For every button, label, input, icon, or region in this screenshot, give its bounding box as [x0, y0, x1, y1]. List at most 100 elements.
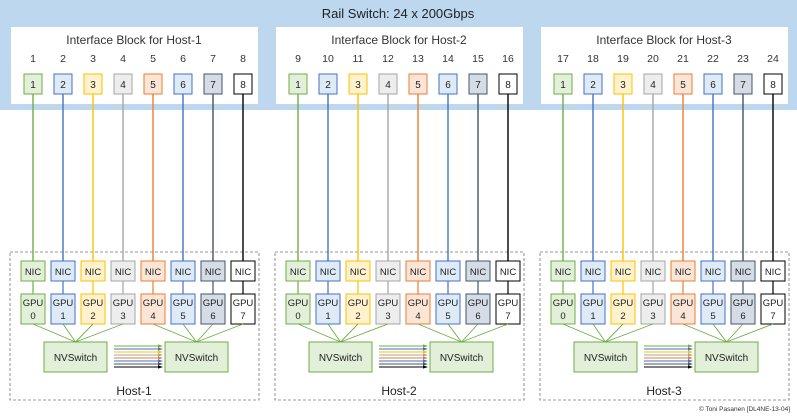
switch-port-label: 6: [445, 80, 451, 91]
nic-label: NIC: [645, 267, 662, 278]
nic-label: NIC: [500, 267, 517, 278]
switch-port-label: 4: [385, 80, 391, 91]
gpu-nvswitch-link: [461, 323, 479, 343]
nvlink-arrowhead: [688, 362, 693, 366]
gpu-id: 0: [560, 311, 565, 322]
gpu-id: 2: [355, 311, 360, 322]
host-group-2: Interface Block for Host-2 Host-2 9 1 NIC GPU…: [274, 27, 525, 401]
nic-label: NIC: [115, 267, 132, 278]
nic-label: NIC: [470, 267, 487, 278]
nic-label: NIC: [585, 267, 602, 278]
host-label: Host-3: [646, 384, 682, 398]
gpu-label: GPU: [113, 298, 134, 309]
nic-label: NIC: [350, 267, 367, 278]
gpu-label: GPU: [553, 298, 574, 309]
nic-label: NIC: [765, 267, 782, 278]
port-number: 15: [472, 53, 484, 65]
gpu-label: GPU: [233, 298, 254, 309]
gpu-id: 5: [180, 311, 185, 322]
gpu-nvswitch-link: [340, 323, 359, 343]
port-number: 19: [617, 53, 629, 65]
port-number: 6: [180, 53, 186, 65]
nvlink-arrowhead: [158, 359, 163, 363]
gpu-id: 7: [240, 311, 245, 322]
port-number: 22: [707, 53, 719, 65]
port-number: 7: [210, 53, 216, 65]
switch-port-label: 4: [120, 80, 126, 91]
gpu-box: [405, 293, 431, 325]
nvlink-arrowhead: [688, 356, 693, 360]
gpu-nvswitch-link: [32, 323, 76, 343]
gpu-nvswitch-link: [297, 323, 341, 343]
gpu-box: [200, 293, 226, 325]
gpu-nvswitch-link: [726, 323, 744, 343]
gpu-label: GPU: [408, 298, 429, 309]
nvlink-arrowhead: [423, 347, 428, 351]
gpu-nvswitch-link: [75, 323, 94, 343]
nic-label: NIC: [55, 267, 72, 278]
nvlink-arrowhead: [688, 359, 693, 363]
switch-port-label: 2: [325, 80, 331, 91]
gpu-nvswitch-link: [417, 323, 462, 343]
switch-port-label: 1: [295, 80, 301, 91]
switch-title: Rail Switch: 24 x 200Gbps: [322, 6, 475, 21]
port-number: 3: [90, 53, 96, 65]
host-label: Host-1: [116, 384, 152, 398]
nvswitch-right-label: NVSwitch: [440, 353, 483, 364]
gpu-label: GPU: [288, 298, 309, 309]
gpu-nvswitch-link: [605, 323, 624, 343]
switch-port-label: 8: [240, 80, 246, 91]
switch-port-label: 1: [560, 80, 566, 91]
switch-port-label: 5: [150, 80, 156, 91]
gpu-id: 3: [650, 311, 655, 322]
port-number: 24: [767, 53, 779, 65]
nic-label: NIC: [440, 267, 457, 278]
nvlink-arrowhead: [158, 356, 163, 360]
gpu-box: [580, 293, 606, 325]
gpu-label: GPU: [673, 298, 694, 309]
gpu-id: 6: [475, 311, 480, 322]
gpu-id: 3: [120, 311, 125, 322]
nic-label: NIC: [25, 267, 42, 278]
port-number: 13: [412, 53, 424, 65]
gpu-label: GPU: [643, 298, 664, 309]
nic-label: NIC: [735, 267, 752, 278]
port-number: 18: [587, 53, 599, 65]
interface-block-title: Interface Block for Host-2: [331, 33, 467, 47]
gpu-label: GPU: [318, 298, 339, 309]
gpu-id: 0: [295, 311, 300, 322]
nvlink-arrowhead: [423, 353, 428, 357]
nvlink-arrowhead: [688, 347, 693, 351]
nic-label: NIC: [235, 267, 252, 278]
gpu-id: 4: [415, 311, 420, 322]
nvlink-arrowhead: [158, 353, 163, 357]
port-number: 9: [295, 53, 301, 65]
port-number: 1: [30, 53, 36, 65]
gpu-label: GPU: [378, 298, 399, 309]
nic-label: NIC: [175, 267, 192, 278]
nvswitch-right-label: NVSwitch: [705, 353, 748, 364]
nvlink-arrowhead: [158, 344, 163, 348]
switch-port-label: 2: [60, 80, 66, 91]
gpu-box: [315, 293, 341, 325]
nvlink-arrowhead: [423, 362, 428, 366]
nvswitch-right: [164, 341, 229, 373]
gpu-label: GPU: [583, 298, 604, 309]
nvswitch-left: [308, 341, 373, 373]
gpu-label: GPU: [173, 298, 194, 309]
gpu-id: 1: [60, 311, 65, 322]
gpu-box: [140, 293, 166, 325]
nic-label: NIC: [705, 267, 722, 278]
host-boundary: [539, 251, 790, 401]
nvswitch-right: [429, 341, 494, 373]
gpu-box: [760, 293, 786, 325]
switch-port-label: 3: [90, 80, 96, 91]
host-boundary: [9, 251, 260, 401]
nvlink-arrowhead: [423, 359, 428, 363]
gpu-nvswitch-link: [605, 323, 654, 343]
port-number: 10: [322, 53, 334, 65]
nic-label: NIC: [320, 267, 337, 278]
gpu-label: GPU: [733, 298, 754, 309]
nic-label: NIC: [290, 267, 307, 278]
